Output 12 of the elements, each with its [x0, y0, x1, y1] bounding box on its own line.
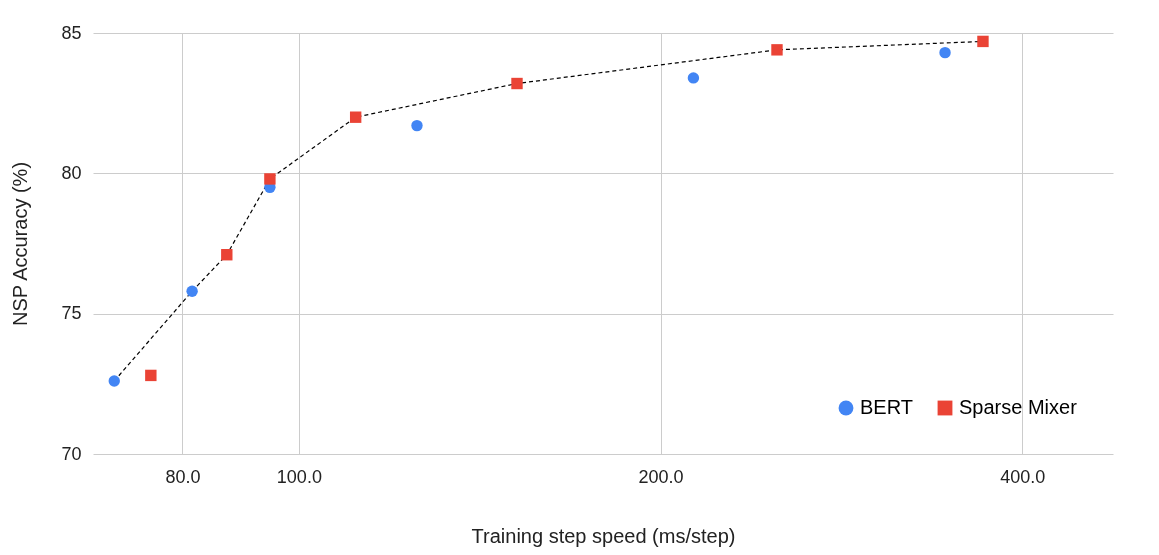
x-tick-label: 200.0 — [638, 466, 684, 487]
x-tick-label: 400.0 — [1000, 466, 1046, 487]
y-tick-label: 80 — [61, 162, 82, 183]
legend-label: Sparse Mixer — [959, 396, 1078, 418]
legend-label: BERT — [860, 396, 913, 418]
x-tick-label: 80.0 — [165, 466, 201, 487]
x-tick-label: 100.0 — [276, 466, 322, 487]
y-axis-title: NSP Accuracy (%) — [9, 161, 32, 327]
x-axis-title: Training step speed (ms/step) — [471, 524, 736, 547]
y-tick-label: 85 — [61, 22, 82, 43]
y-tick-label: 75 — [61, 303, 82, 324]
y-tick-label: 70 — [61, 443, 82, 464]
